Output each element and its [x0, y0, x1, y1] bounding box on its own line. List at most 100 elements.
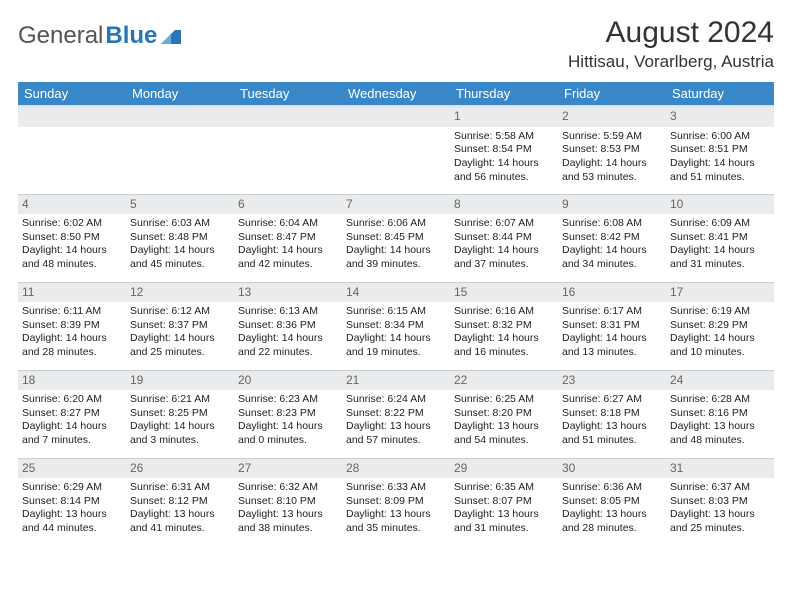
sunrise-line: Sunrise: 6:13 AM: [238, 305, 338, 319]
sunset-line: Sunset: 8:41 PM: [670, 231, 770, 245]
sunrise-line: Sunrise: 6:24 AM: [346, 393, 446, 407]
calendar-day-cell: 6Sunrise: 6:04 AMSunset: 8:47 PMDaylight…: [234, 194, 342, 282]
calendar-day-cell: 17Sunrise: 6:19 AMSunset: 8:29 PMDayligh…: [666, 282, 774, 370]
sunrise-line: Sunrise: 6:03 AM: [130, 217, 230, 231]
calendar-day-cell: 22Sunrise: 6:25 AMSunset: 8:20 PMDayligh…: [450, 370, 558, 458]
calendar-day-cell: 13Sunrise: 6:13 AMSunset: 8:36 PMDayligh…: [234, 282, 342, 370]
calendar-day-cell: 30Sunrise: 6:36 AMSunset: 8:05 PMDayligh…: [558, 458, 666, 546]
day-number: 24: [666, 371, 774, 391]
sunrise-line: Sunrise: 5:58 AM: [454, 130, 554, 144]
sunrise-line: Sunrise: 6:27 AM: [562, 393, 662, 407]
day-number: 29: [450, 459, 558, 479]
calendar-day-cell: 21Sunrise: 6:24 AMSunset: 8:22 PMDayligh…: [342, 370, 450, 458]
calendar-day-cell: 26Sunrise: 6:31 AMSunset: 8:12 PMDayligh…: [126, 458, 234, 546]
day-number: 18: [18, 371, 126, 391]
daylight-line: Daylight: 14 hours and 39 minutes.: [346, 244, 446, 271]
calendar-day-cell: 23Sunrise: 6:27 AMSunset: 8:18 PMDayligh…: [558, 370, 666, 458]
sunrise-line: Sunrise: 6:25 AM: [454, 393, 554, 407]
daylight-line: Daylight: 14 hours and 22 minutes.: [238, 332, 338, 359]
calendar-day-cell: 27Sunrise: 6:32 AMSunset: 8:10 PMDayligh…: [234, 458, 342, 546]
sunrise-line: Sunrise: 6:04 AM: [238, 217, 338, 231]
daylight-line: Daylight: 13 hours and 25 minutes.: [670, 508, 770, 535]
sunrise-line: Sunrise: 6:33 AM: [346, 481, 446, 495]
sunset-line: Sunset: 8:05 PM: [562, 495, 662, 509]
day-number: 4: [18, 195, 126, 215]
sunset-line: Sunset: 8:03 PM: [670, 495, 770, 509]
calendar-day-cell: 18Sunrise: 6:20 AMSunset: 8:27 PMDayligh…: [18, 370, 126, 458]
daylight-line: Daylight: 14 hours and 7 minutes.: [22, 420, 122, 447]
day-number: 16: [558, 283, 666, 303]
sunset-line: Sunset: 8:09 PM: [346, 495, 446, 509]
day-number-empty: [234, 107, 342, 127]
daylight-line: Daylight: 14 hours and 48 minutes.: [22, 244, 122, 271]
daylight-line: Daylight: 14 hours and 37 minutes.: [454, 244, 554, 271]
day-number: 2: [558, 107, 666, 127]
calendar-day-cell: 9Sunrise: 6:08 AMSunset: 8:42 PMDaylight…: [558, 194, 666, 282]
daylight-line: Daylight: 14 hours and 10 minutes.: [670, 332, 770, 359]
calendar-day-cell: 10Sunrise: 6:09 AMSunset: 8:41 PMDayligh…: [666, 194, 774, 282]
weekday-header: Monday: [126, 82, 234, 106]
calendar-day-cell: 31Sunrise: 6:37 AMSunset: 8:03 PMDayligh…: [666, 458, 774, 546]
day-number: 15: [450, 283, 558, 303]
calendar-day-cell: 1Sunrise: 5:58 AMSunset: 8:54 PMDaylight…: [450, 106, 558, 194]
sunrise-line: Sunrise: 6:08 AM: [562, 217, 662, 231]
sunrise-line: Sunrise: 6:35 AM: [454, 481, 554, 495]
calendar-day-cell: 16Sunrise: 6:17 AMSunset: 8:31 PMDayligh…: [558, 282, 666, 370]
daylight-line: Daylight: 14 hours and 25 minutes.: [130, 332, 230, 359]
sunset-line: Sunset: 8:39 PM: [22, 319, 122, 333]
day-number: 23: [558, 371, 666, 391]
day-number: 21: [342, 371, 450, 391]
daylight-line: Daylight: 14 hours and 3 minutes.: [130, 420, 230, 447]
sunset-line: Sunset: 8:14 PM: [22, 495, 122, 509]
sunset-line: Sunset: 8:42 PM: [562, 231, 662, 245]
sunrise-line: Sunrise: 6:28 AM: [670, 393, 770, 407]
sunset-line: Sunset: 8:53 PM: [562, 143, 662, 157]
weekday-header: Saturday: [666, 82, 774, 106]
sunset-line: Sunset: 8:37 PM: [130, 319, 230, 333]
calendar-day-cell: 2Sunrise: 5:59 AMSunset: 8:53 PMDaylight…: [558, 106, 666, 194]
day-number: 10: [666, 195, 774, 215]
brand-text-a: General: [18, 22, 103, 50]
calendar-body: 1Sunrise: 5:58 AMSunset: 8:54 PMDaylight…: [18, 106, 774, 546]
day-number: 27: [234, 459, 342, 479]
day-number-empty: [126, 107, 234, 127]
day-number: 28: [342, 459, 450, 479]
sunrise-line: Sunrise: 6:15 AM: [346, 305, 446, 319]
calendar-day-cell: 24Sunrise: 6:28 AMSunset: 8:16 PMDayligh…: [666, 370, 774, 458]
weekday-header: Sunday: [18, 82, 126, 106]
sunset-line: Sunset: 8:50 PM: [22, 231, 122, 245]
calendar-week-row: 25Sunrise: 6:29 AMSunset: 8:14 PMDayligh…: [18, 458, 774, 546]
weekday-header: Thursday: [450, 82, 558, 106]
day-number: 17: [666, 283, 774, 303]
sunrise-line: Sunrise: 5:59 AM: [562, 130, 662, 144]
sunrise-line: Sunrise: 6:21 AM: [130, 393, 230, 407]
sunrise-line: Sunrise: 6:19 AM: [670, 305, 770, 319]
day-number: 11: [18, 283, 126, 303]
day-number: 25: [18, 459, 126, 479]
sunset-line: Sunset: 8:31 PM: [562, 319, 662, 333]
daylight-line: Daylight: 14 hours and 28 minutes.: [22, 332, 122, 359]
title-block: August 2024 Hittisau, Vorarlberg, Austri…: [568, 16, 774, 72]
daylight-line: Daylight: 14 hours and 16 minutes.: [454, 332, 554, 359]
sunset-line: Sunset: 8:45 PM: [346, 231, 446, 245]
day-number: 7: [342, 195, 450, 215]
sunset-line: Sunset: 8:10 PM: [238, 495, 338, 509]
sunrise-line: Sunrise: 6:09 AM: [670, 217, 770, 231]
sunset-line: Sunset: 8:20 PM: [454, 407, 554, 421]
sunset-line: Sunset: 8:22 PM: [346, 407, 446, 421]
day-number: 26: [126, 459, 234, 479]
sunrise-line: Sunrise: 6:37 AM: [670, 481, 770, 495]
sunset-line: Sunset: 8:12 PM: [130, 495, 230, 509]
calendar-day-cell: 15Sunrise: 6:16 AMSunset: 8:32 PMDayligh…: [450, 282, 558, 370]
sunrise-line: Sunrise: 6:23 AM: [238, 393, 338, 407]
calendar-day-cell: [234, 106, 342, 194]
daylight-line: Daylight: 13 hours and 31 minutes.: [454, 508, 554, 535]
sunrise-line: Sunrise: 6:00 AM: [670, 130, 770, 144]
sunrise-line: Sunrise: 6:02 AM: [22, 217, 122, 231]
day-number-empty: [18, 107, 126, 127]
sunrise-line: Sunrise: 6:11 AM: [22, 305, 122, 319]
calendar-header-row: SundayMondayTuesdayWednesdayThursdayFrid…: [18, 82, 774, 106]
day-number: 8: [450, 195, 558, 215]
calendar-week-row: 4Sunrise: 6:02 AMSunset: 8:50 PMDaylight…: [18, 194, 774, 282]
calendar-day-cell: [18, 106, 126, 194]
